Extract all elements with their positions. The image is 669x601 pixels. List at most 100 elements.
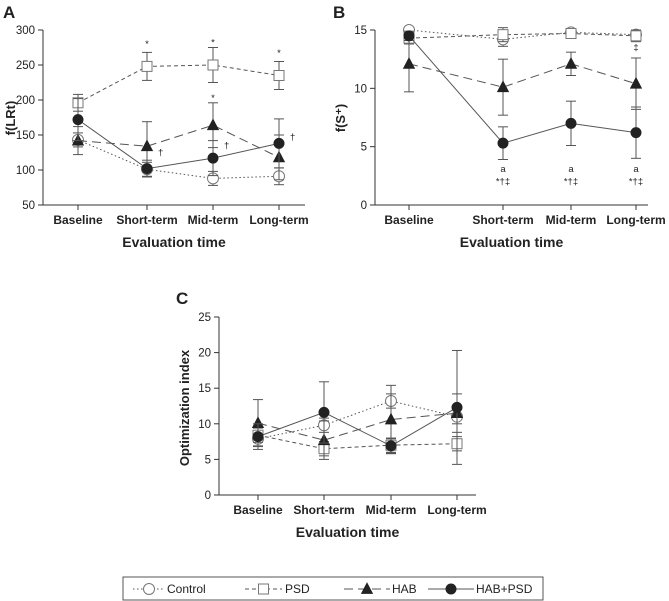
y-tick-label: 5 bbox=[205, 454, 211, 466]
series-line bbox=[77, 124, 280, 158]
y-tick-label: 200 bbox=[16, 95, 35, 107]
annotation-mark: * bbox=[211, 38, 215, 49]
y-axis-title: f(S⁺) bbox=[333, 104, 348, 133]
annotation-mark: a bbox=[633, 164, 639, 175]
legend-label: Control bbox=[167, 582, 206, 596]
series-control bbox=[252, 393, 463, 447]
series-psd bbox=[72, 47, 285, 112]
series-line bbox=[257, 434, 458, 450]
annotation-mark: *†‡ bbox=[496, 177, 510, 188]
y-tick-label: 25 bbox=[198, 312, 211, 324]
legend-box bbox=[122, 576, 544, 601]
series-line bbox=[257, 400, 458, 440]
series-line bbox=[257, 406, 458, 447]
y-axis-title: f(LRt) bbox=[3, 101, 18, 136]
y-tick-label: 10 bbox=[198, 419, 211, 431]
annotation-mark: *†‡ bbox=[564, 177, 578, 188]
annotation-mark: a bbox=[568, 164, 574, 175]
annotation-mark: *†‡ bbox=[629, 177, 643, 188]
y-tick-label: 150 bbox=[16, 130, 35, 142]
x-tick-label: Baseline bbox=[233, 503, 283, 517]
data-point bbox=[140, 139, 154, 152]
panel-c-chart: 0 5 10 15 20 25 Baseline Short-term Mid-term Long… bbox=[177, 312, 487, 540]
legend-item-hab: HAB bbox=[344, 582, 417, 596]
annotation-mark: a bbox=[500, 164, 506, 175]
data-point bbox=[207, 59, 219, 71]
y-tick-label: 50 bbox=[22, 200, 35, 212]
annotation-mark: ‡ bbox=[633, 43, 638, 54]
legend-label: PSD bbox=[285, 582, 310, 596]
data-point bbox=[273, 70, 285, 81]
series-control bbox=[403, 24, 642, 47]
series-psd bbox=[252, 427, 463, 457]
annotation-mark: † bbox=[290, 132, 295, 143]
x-tick-label: Baseline bbox=[384, 213, 434, 227]
data-point bbox=[141, 163, 153, 175]
data-point bbox=[384, 412, 398, 425]
y-tick-label: 15 bbox=[354, 25, 367, 37]
series-habpsd bbox=[72, 98, 285, 178]
x-tick-label: Mid-term bbox=[188, 213, 239, 227]
data-point bbox=[403, 30, 415, 42]
x-tick-label: Long-term bbox=[427, 503, 486, 517]
panel-a-chart: 50 100 150 200 250 300 Baseline Short-term Mid-t… bbox=[3, 25, 309, 250]
data-point bbox=[252, 431, 264, 443]
panel-b-letter: B bbox=[333, 3, 345, 22]
x-tick-label: Short-term bbox=[293, 503, 354, 517]
series-line bbox=[408, 32, 637, 39]
y-tick-label: 5 bbox=[361, 142, 367, 154]
y-tick-label: 10 bbox=[354, 83, 367, 95]
data-point bbox=[273, 137, 285, 149]
legend: Control PSD HAB HAB+PSD bbox=[122, 576, 544, 601]
data-point bbox=[207, 152, 219, 164]
data-point bbox=[402, 56, 416, 69]
y-axis-title: Optimization index bbox=[177, 349, 192, 466]
data-point bbox=[497, 137, 509, 149]
data-point bbox=[318, 406, 330, 418]
legend-marker bbox=[143, 583, 155, 595]
y-tick-label: 100 bbox=[16, 165, 35, 177]
series-hab bbox=[402, 35, 643, 116]
x-tick-label: Mid-term bbox=[546, 213, 597, 227]
x-tick-label: Short-term bbox=[472, 213, 533, 227]
series-control bbox=[72, 132, 285, 186]
legend-label: HAB+PSD bbox=[476, 582, 533, 596]
annotation-mark: * bbox=[211, 93, 215, 104]
panel-a-letter: A bbox=[3, 3, 15, 22]
series-line bbox=[77, 139, 280, 179]
legend-item-hab-psd: HAB+PSD bbox=[428, 582, 533, 596]
series-line bbox=[408, 63, 637, 88]
series-habpsd bbox=[403, 30, 642, 160]
data-point bbox=[72, 114, 84, 126]
panel-b-chart: 0 5 10 15 Baseline Short-term Mid-term Long-ter… bbox=[333, 24, 666, 250]
x-tick-label: Baseline bbox=[53, 213, 103, 227]
series-psd bbox=[403, 27, 642, 45]
data-point bbox=[630, 127, 642, 139]
data-point bbox=[385, 440, 397, 452]
annotation-mark: † bbox=[224, 141, 229, 152]
x-tick-label: Long-term bbox=[249, 213, 308, 227]
data-point bbox=[564, 56, 578, 69]
series-line bbox=[257, 412, 458, 441]
legend-item-psd: PSD bbox=[245, 582, 310, 596]
x-axis-title: Evaluation time bbox=[296, 524, 400, 540]
data-point bbox=[497, 29, 509, 41]
x-axis-title: Evaluation time bbox=[460, 234, 564, 250]
x-axis-title: Evaluation time bbox=[122, 234, 226, 250]
y-tick-label: 0 bbox=[361, 200, 367, 212]
series-line bbox=[408, 29, 637, 40]
data-point bbox=[630, 30, 642, 42]
annotation-mark: * bbox=[145, 39, 149, 50]
legend-label: HAB bbox=[392, 582, 417, 596]
legend-marker bbox=[360, 582, 374, 594]
data-point bbox=[496, 80, 510, 93]
y-tick-label: 20 bbox=[198, 348, 211, 360]
x-tick-label: Mid-term bbox=[366, 503, 417, 517]
data-point bbox=[141, 60, 153, 72]
y-tick-label: 250 bbox=[16, 60, 35, 72]
data-point bbox=[565, 117, 577, 129]
legend-marker bbox=[258, 583, 269, 595]
y-tick-label: 300 bbox=[16, 25, 35, 37]
legend-marker bbox=[445, 583, 457, 595]
